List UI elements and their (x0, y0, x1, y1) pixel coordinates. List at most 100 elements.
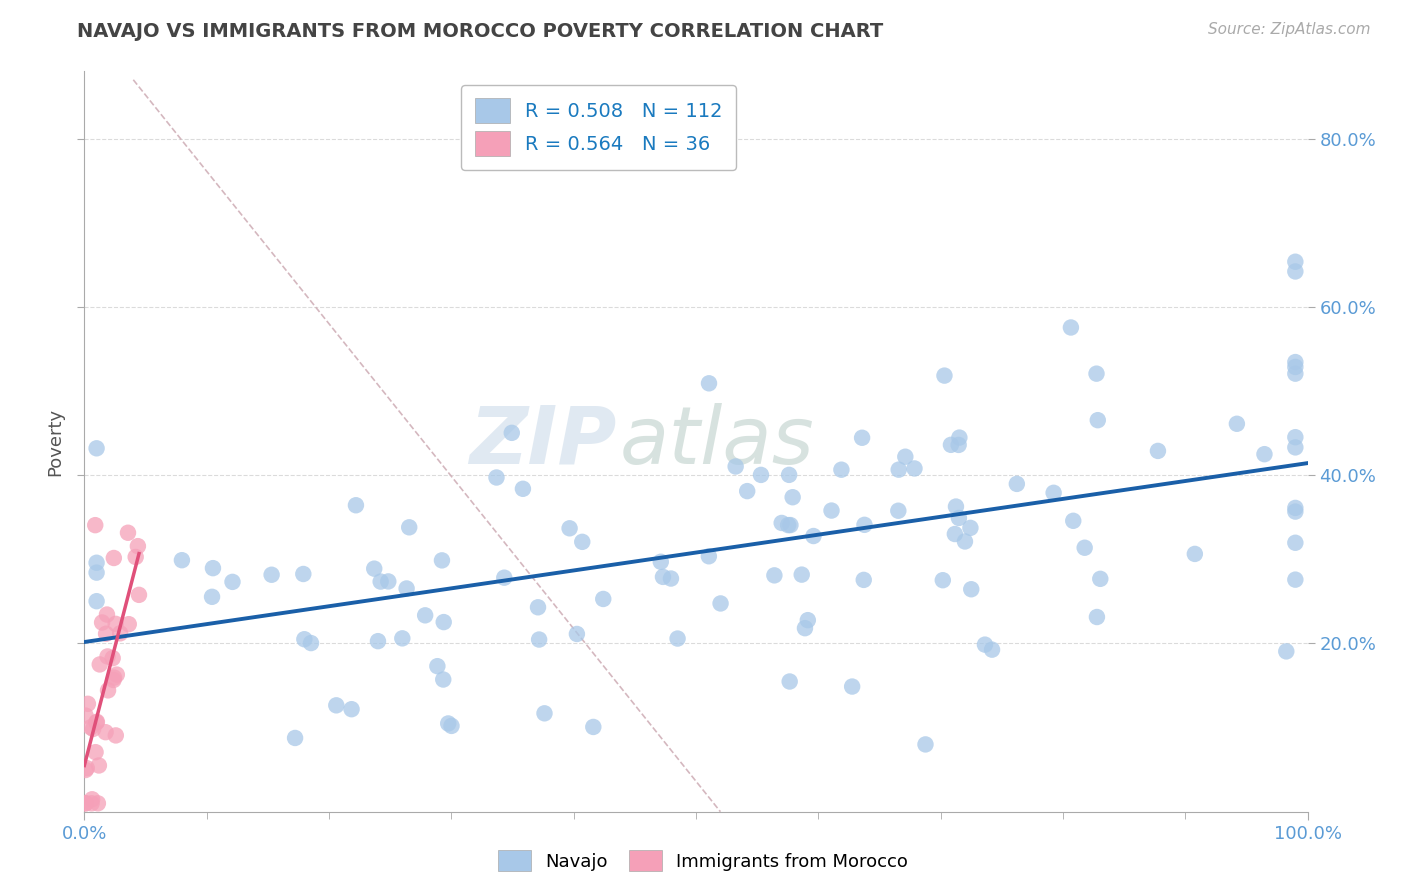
Point (89, 657, 111, 672)
Point (75, 797, 97, 811)
Y-axis label: Poverty: Poverty (46, 408, 65, 475)
Point (763, 568, 786, 582)
Point (1147, 444, 1170, 458)
Point (894, 450, 917, 464)
Legend: R = 0.508   N = 112, R = 0.564   N = 36: R = 0.508 N = 112, R = 0.564 N = 36 (461, 85, 737, 169)
Point (887, 504, 910, 518)
Point (103, 551, 125, 566)
Point (1060, 320, 1083, 334)
Point (325, 698, 347, 713)
Point (75, 797, 97, 811)
Point (86, 594, 108, 608)
Point (652, 570, 675, 584)
Point (1284, 264, 1306, 278)
Point (363, 561, 385, 575)
Point (914, 738, 936, 752)
Point (1042, 485, 1064, 500)
Point (103, 671, 125, 685)
Point (96, 649, 118, 664)
Point (779, 518, 801, 533)
Point (201, 561, 224, 575)
Point (96, 607, 118, 622)
Point (666, 632, 689, 646)
Point (485, 470, 508, 484)
Point (981, 642, 1004, 657)
Point (592, 591, 614, 606)
Point (527, 600, 550, 615)
Point (948, 431, 970, 445)
Point (959, 521, 981, 535)
Point (170, 553, 193, 567)
Point (344, 498, 367, 512)
Legend: Navajo, Immigrants from Morocco: Navajo, Immigrants from Morocco (491, 843, 915, 879)
Point (118, 617, 141, 632)
Point (127, 539, 149, 553)
Point (697, 376, 720, 391)
Point (104, 728, 127, 742)
Point (91, 615, 114, 630)
Point (80, 720, 103, 734)
Point (558, 521, 581, 535)
Point (201, 590, 224, 604)
Point (221, 574, 243, 589)
Point (778, 467, 800, 482)
Point (582, 720, 605, 734)
Point (1284, 500, 1306, 515)
Point (1005, 476, 1028, 491)
Point (779, 674, 801, 689)
Point (533, 706, 555, 721)
Point (82, 792, 104, 806)
Point (945, 500, 967, 514)
Point (125, 549, 148, 564)
Point (391, 632, 413, 646)
Point (659, 572, 682, 586)
Point (86, 442, 108, 456)
Point (1090, 572, 1112, 586)
Point (75, 708, 97, 723)
Text: ZIP: ZIP (470, 402, 616, 481)
Point (413, 608, 436, 623)
Point (80, 797, 103, 811)
Point (903, 461, 925, 475)
Point (948, 438, 970, 452)
Point (1253, 447, 1275, 461)
Point (86, 715, 108, 730)
Point (1085, 367, 1108, 381)
Point (724, 459, 747, 474)
Point (571, 534, 593, 549)
Point (841, 680, 863, 694)
Point (512, 482, 534, 496)
Point (105, 667, 128, 681)
Point (830, 463, 852, 477)
Point (94, 725, 117, 739)
Point (820, 503, 842, 517)
Point (84, 518, 107, 533)
Point (1284, 355, 1306, 369)
Point (1284, 430, 1306, 444)
Point (782, 490, 804, 504)
Point (1284, 359, 1306, 374)
Point (1226, 417, 1249, 431)
Point (284, 731, 307, 745)
Point (94, 626, 117, 640)
Point (851, 431, 873, 445)
Point (86, 566, 108, 580)
Point (527, 632, 550, 647)
Point (770, 516, 793, 530)
Point (778, 518, 800, 533)
Point (1087, 413, 1109, 427)
Point (853, 517, 876, 532)
Point (292, 566, 315, 581)
Point (97, 683, 120, 698)
Point (1284, 367, 1306, 381)
Point (340, 702, 363, 716)
Point (974, 638, 997, 652)
Point (749, 467, 772, 482)
Point (260, 567, 283, 582)
Text: NAVAJO VS IMMIGRANTS FROM MOROCCO POVERTY CORRELATION CHART: NAVAJO VS IMMIGRANTS FROM MOROCCO POVERT… (77, 22, 883, 41)
Point (1073, 541, 1095, 555)
Point (943, 527, 966, 541)
Point (794, 621, 817, 635)
Text: Source: ZipAtlas.com: Source: ZipAtlas.com (1208, 22, 1371, 37)
Point (709, 597, 731, 611)
